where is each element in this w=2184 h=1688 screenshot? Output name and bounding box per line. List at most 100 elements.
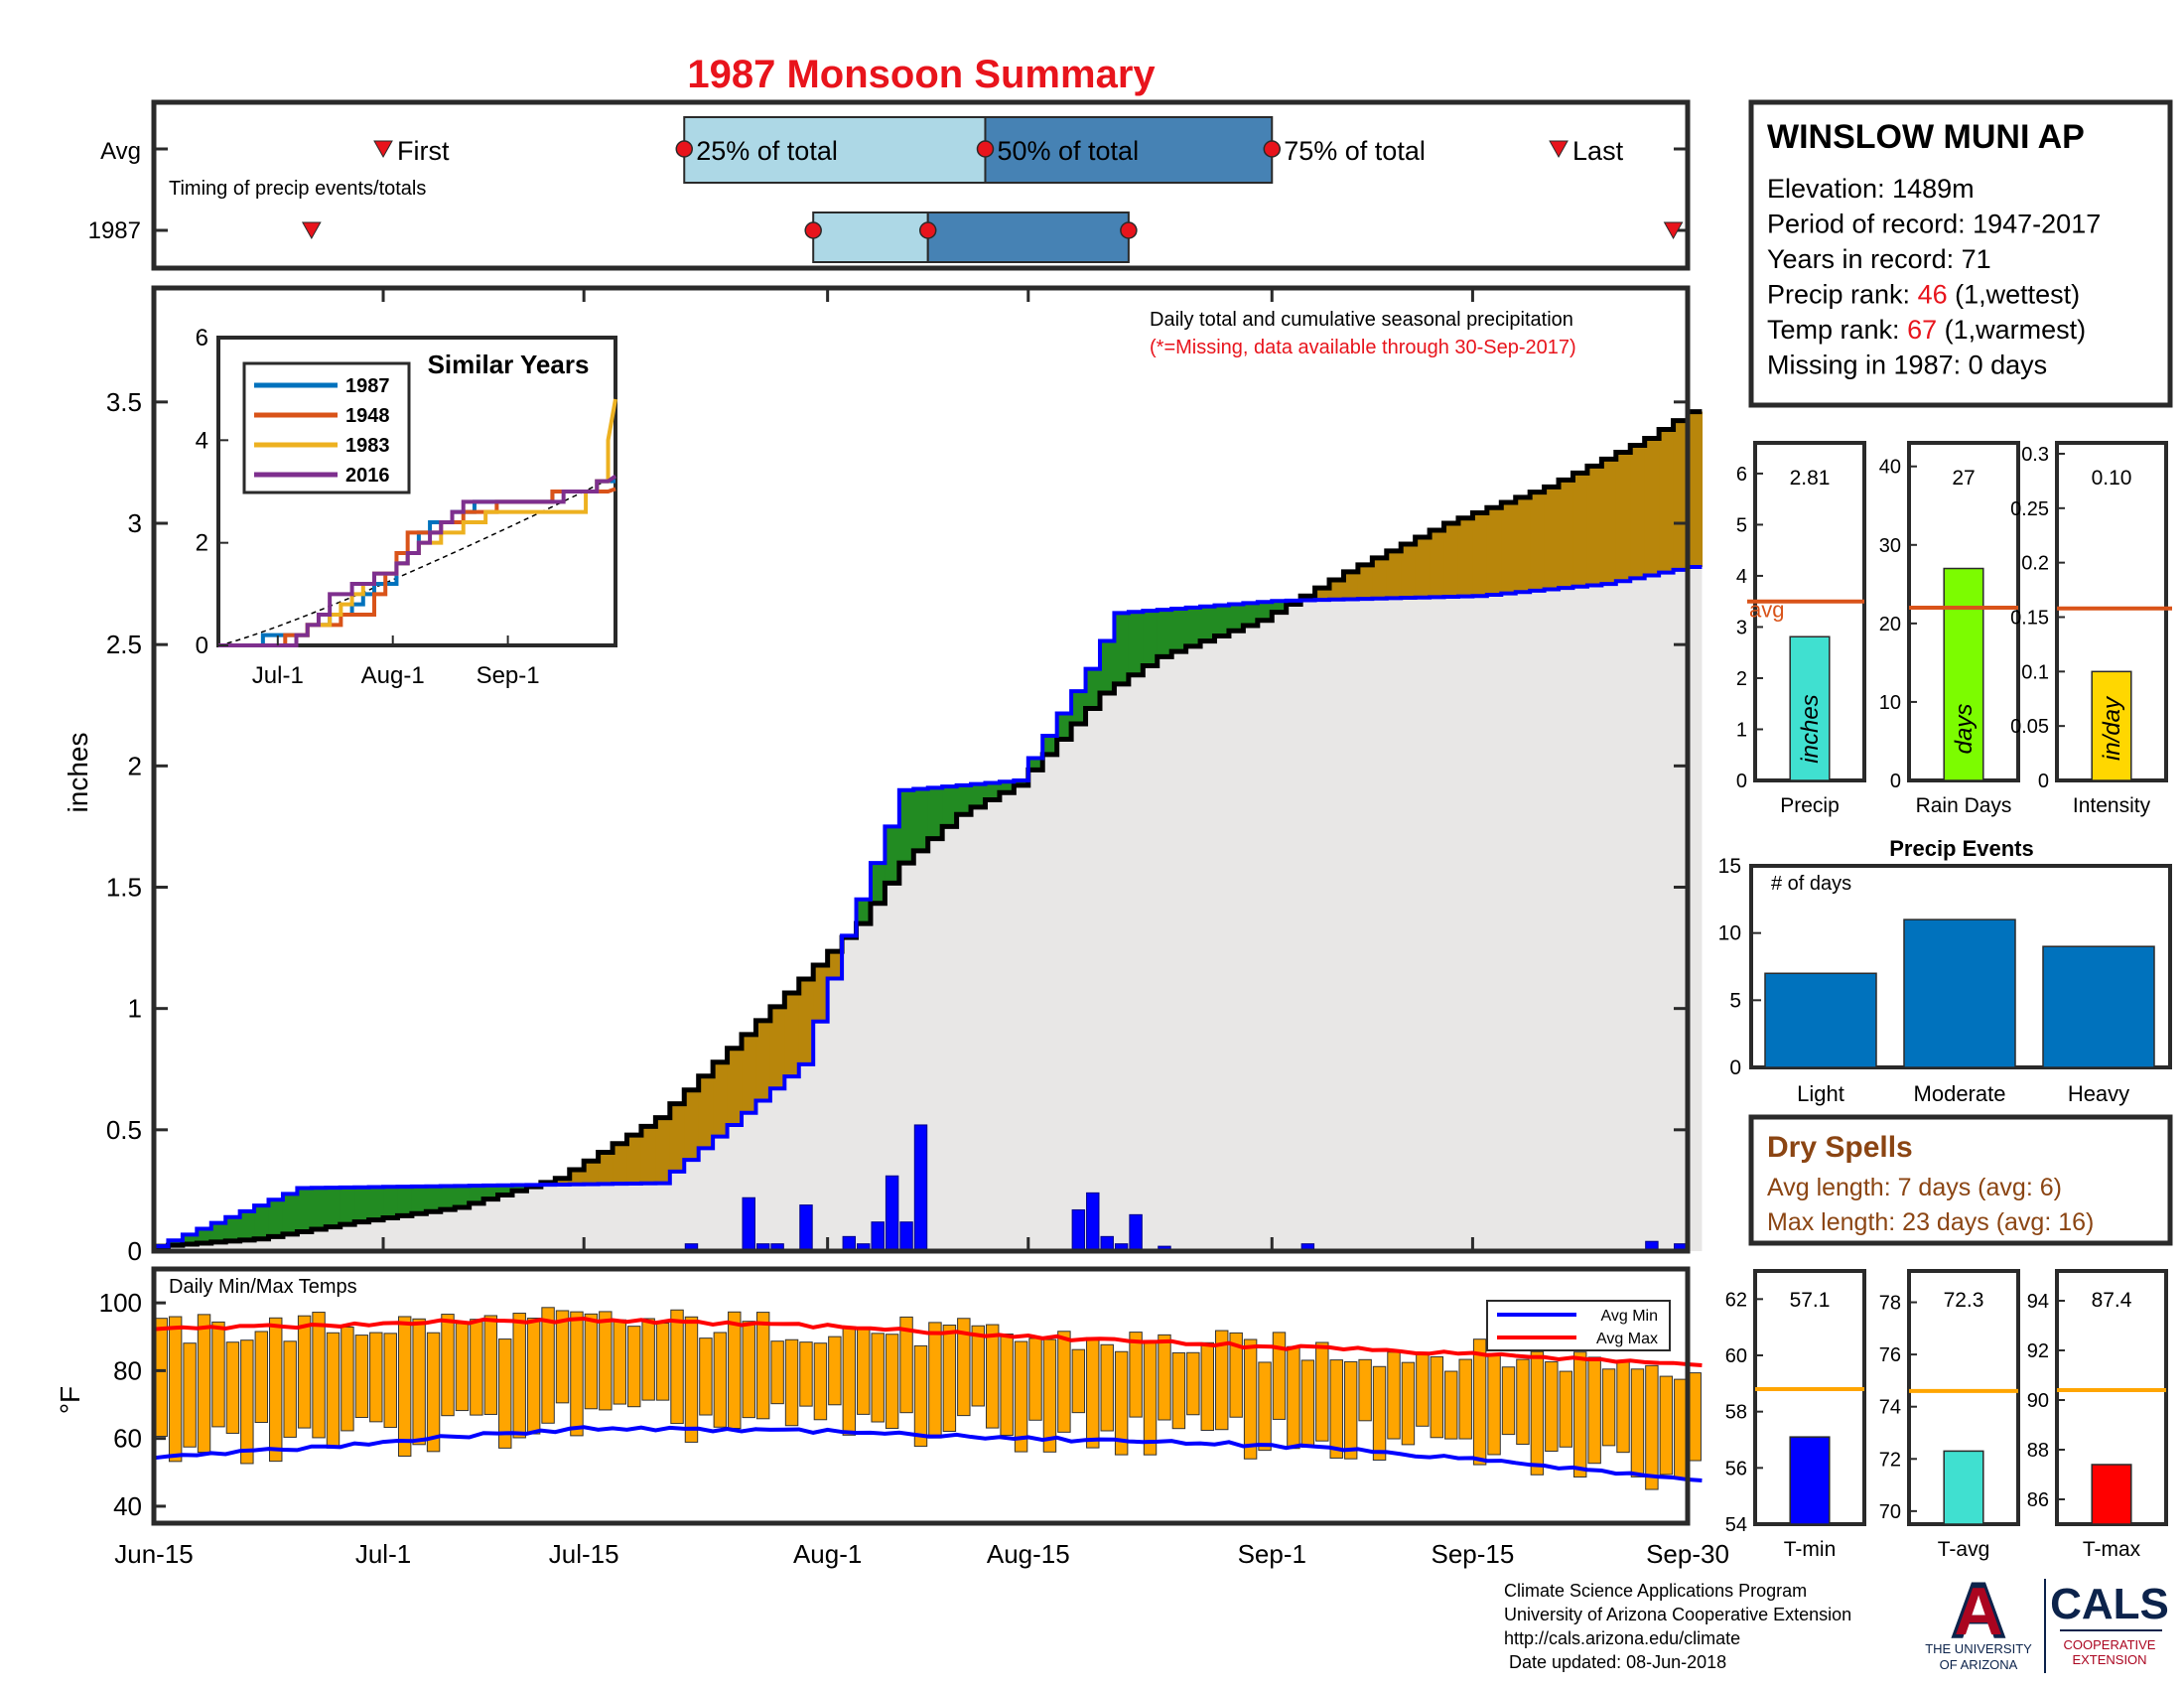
stat-tick-label: 1: [1736, 719, 1747, 741]
inset-ytick-label: 4: [196, 427, 208, 454]
daily-temp-bar: [1559, 1370, 1572, 1448]
deficit-band: [182, 1234, 198, 1245]
timing-label-first: First: [397, 136, 450, 166]
stat-bar-1: [1943, 567, 1984, 781]
daily-temp-bar: [1114, 1350, 1129, 1456]
daily-temp-bar: [1674, 1378, 1688, 1479]
deficit-band: [1143, 611, 1159, 666]
events-tick-label: 5: [1729, 989, 1741, 1012]
surplus-band: [613, 1143, 628, 1185]
tstat-tick-label: 72: [1879, 1449, 1901, 1471]
footer-line-3: http://cals.arizona.edu/climate: [1504, 1628, 1740, 1648]
cals-logo-text: CALS: [2050, 1580, 2169, 1628]
station-line-text: Missing in 1987: 0 days: [1767, 351, 2047, 380]
surplus-band: [1630, 445, 1646, 579]
station-info: WINSLOW MUNI AP Elevation: 1489m Period o…: [1748, 99, 2173, 408]
daily-temp-bar: [555, 1310, 570, 1404]
daily-temp-bar: [770, 1340, 784, 1405]
events-bar-moderate: [1903, 918, 2016, 1068]
tstat-label-0: T-min: [1784, 1538, 1837, 1561]
stat-bar-unit-2: in/day: [2099, 695, 2125, 761]
xtick-label: Aug-15: [987, 1539, 1070, 1569]
daily-temp-bar: [297, 1315, 312, 1429]
main-note: Daily total and cumulative seasonal prec…: [1150, 309, 1573, 331]
deficit-band: [426, 1186, 442, 1212]
main-ytick-label: 2.5: [106, 630, 142, 659]
timing-box-25-50-year: [812, 211, 929, 263]
station-line-2: Years in record: 71: [1767, 244, 1991, 274]
inset-ticks: 0 2 4 6 Jul-1 Aug-1 Sep-1: [196, 325, 540, 689]
daily-temp-bar: [957, 1318, 971, 1417]
avg-min-line: [153, 1425, 1703, 1483]
daily-temp-bar: [570, 1311, 584, 1437]
daily-temp-bar: [1501, 1366, 1516, 1436]
surplus-band: [755, 1020, 771, 1101]
daily-temp-bar: [1200, 1341, 1215, 1432]
station-name: WINSLOW MUNI AP: [1767, 118, 2085, 156]
inset-ytick-label: 6: [196, 325, 208, 352]
stat-bar-2: [2091, 670, 2132, 781]
daily-temp-bar: [885, 1334, 899, 1429]
surplus-band: [555, 1178, 571, 1185]
temp-bars: [154, 1307, 1702, 1490]
surplus-band: [1314, 588, 1330, 601]
avg-cumulative-area: [154, 566, 1703, 1251]
tstat-tick-label: 54: [1725, 1514, 1747, 1536]
timing-dot-p75-avg: [1263, 140, 1282, 158]
daily-temp-bar: [584, 1313, 599, 1410]
daily-temp-bar: [1143, 1340, 1158, 1456]
surplus-band: [684, 1089, 700, 1161]
footer: Climate Science Applications Program Uni…: [1504, 1581, 1851, 1672]
events-bars: 0 5 10 15 Light Moderate Heavy: [1718, 855, 2155, 1106]
temp-ytick-label: 80: [113, 1355, 142, 1385]
deficit-band: [1214, 605, 1230, 636]
cals-logo-sub-1: COOPERATIVE: [2064, 1637, 2156, 1652]
surplus-band: [1530, 492, 1546, 591]
ua-a-letter-inner: A: [1954, 1574, 2002, 1649]
daily-temp-bar: [354, 1335, 369, 1419]
deficit-band: [311, 1188, 327, 1230]
university-of-arizona-logo: A A THE UNIVERSITY OF ARIZONA: [1925, 1566, 2032, 1672]
timing-row-year: 1987: [88, 217, 141, 244]
deficit-band: [1085, 668, 1101, 709]
daily-temp-bar: [1071, 1348, 1086, 1414]
daily-temp-bar: [1086, 1336, 1100, 1449]
daily-temp-bar: [913, 1344, 928, 1448]
daily-temp-bar: [985, 1324, 1000, 1429]
surplus-band: [769, 1006, 785, 1089]
daily-temp-bar: [1272, 1332, 1287, 1420]
timing-caption: Timing of precip events/totals: [169, 178, 426, 200]
daily-temp-bar: [1000, 1334, 1014, 1436]
daily-temp-bar: [1014, 1340, 1028, 1453]
deficit-band: [942, 786, 958, 827]
surplus-band: [742, 1034, 757, 1113]
timing-label-25: 25% of total: [696, 136, 838, 166]
daily-temp-bar: [742, 1321, 755, 1419]
stat-tick-label: 10: [1879, 692, 1901, 714]
timing-box-50-75-avg: [984, 116, 1274, 184]
tstat-label-1: T-avg: [1938, 1538, 1990, 1561]
daily-temp-bar: [857, 1328, 871, 1415]
stat-frame-0: [1753, 441, 1866, 782]
daily-temp-bar: [240, 1339, 254, 1465]
tstat-tick-label: 88: [2027, 1440, 2049, 1462]
inset-legend: 1987 1948 1983 2016: [254, 375, 390, 487]
temp-ytick-label: 60: [113, 1424, 142, 1454]
deficit-band: [411, 1186, 427, 1214]
temp-ytick-label: 40: [113, 1491, 142, 1521]
daily-temp-bar: [1616, 1360, 1630, 1454]
timing-triangle-last-year: [1663, 221, 1684, 240]
deficit-band: [885, 826, 900, 884]
deficit-band: [927, 787, 943, 839]
daily-precip-bar: [899, 1221, 913, 1252]
surplus-band: [584, 1161, 600, 1185]
daily-temp-bar: [613, 1319, 626, 1405]
deficit-band: [1171, 608, 1187, 652]
surplus-band: [1472, 512, 1488, 597]
stat-tick-label: 0.1: [2021, 661, 2049, 683]
avg-max-line: [153, 1317, 1703, 1367]
timing-triangle-last-avg: [1549, 140, 1569, 159]
surplus-band: [1443, 523, 1459, 598]
inset-legend-label-1948: 1948: [345, 405, 390, 427]
daily-temp-bar: [1601, 1368, 1616, 1447]
